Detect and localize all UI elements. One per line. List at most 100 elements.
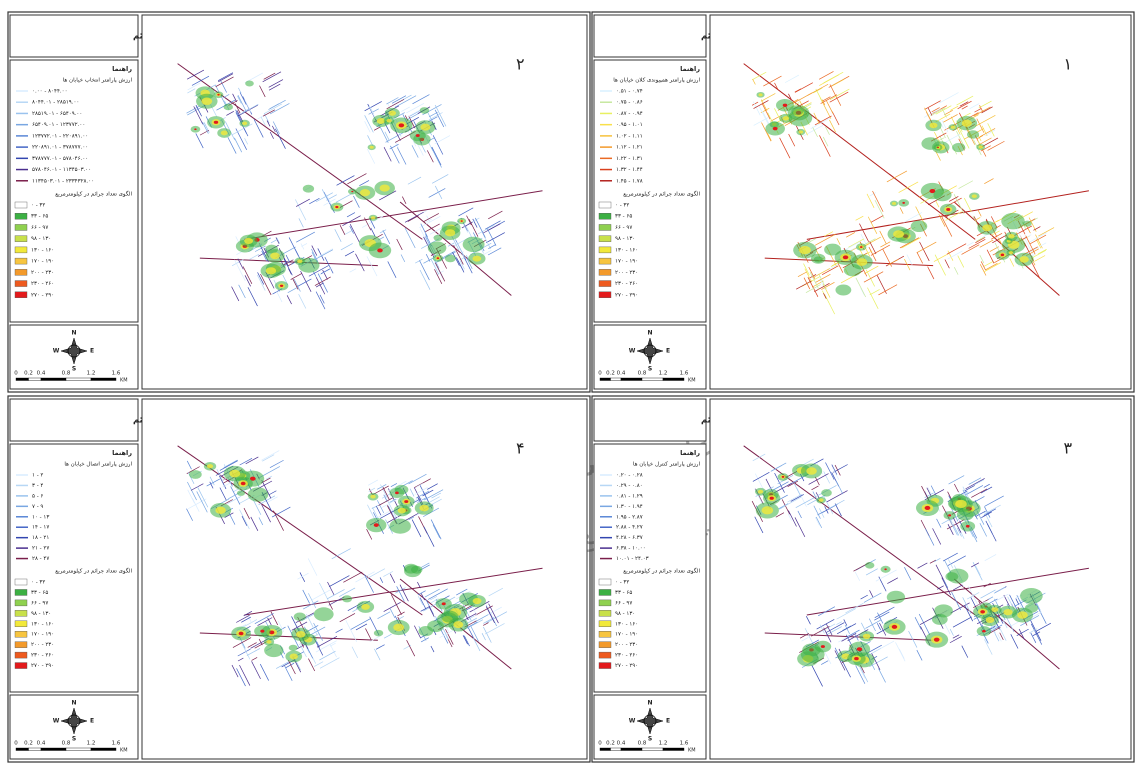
scale-label: 0 xyxy=(14,371,18,377)
title-box xyxy=(594,15,706,57)
hotspot-peak xyxy=(404,500,408,503)
crime-class-label: ۳۳ - ۶۵ xyxy=(31,590,48,596)
crime-class-label: ۲۷۰ - ۲۹۰ xyxy=(31,292,54,298)
hotspot-core xyxy=(962,120,972,127)
crime-class-label: ۲۰۰ - ۲۳۰ xyxy=(615,270,638,276)
scale-label: 1.6 xyxy=(112,741,121,747)
hotspot-core xyxy=(244,238,253,244)
crime-symbol xyxy=(15,663,27,669)
scale-segment xyxy=(600,378,611,381)
hotspot xyxy=(835,284,851,295)
street-class-label: ۰.۸۷ - ۰.۹۴ xyxy=(616,111,643,117)
crime-symbol xyxy=(599,213,611,219)
hotspot-peak xyxy=(843,255,848,259)
scale-label: 1.2 xyxy=(659,741,668,747)
hotspot-core xyxy=(207,464,213,468)
crime-class-label: ۲۷۰ - ۲۹۰ xyxy=(615,663,638,669)
legend-heading: راهنما xyxy=(112,449,132,457)
street-class-label: ۱۲۳۷۷۲.۰۱ - ۲۲۰۸۹۱.۰۰ xyxy=(32,133,88,139)
hotspot-core xyxy=(982,224,992,231)
hotspot-core xyxy=(266,640,271,644)
crime-symbol xyxy=(599,642,611,648)
crime-symbol xyxy=(599,292,611,298)
scale-label: 1.2 xyxy=(87,741,96,747)
hotspot xyxy=(887,591,905,604)
hotspot-core xyxy=(290,654,298,660)
crime-symbol xyxy=(599,621,611,627)
legend-heading: راهنما xyxy=(680,449,700,457)
crime-class-label: ۱۷۰ - ۱۹۰ xyxy=(31,259,54,265)
hotspot-core xyxy=(799,246,811,254)
hotspot-peak xyxy=(399,123,405,127)
hotspot-core xyxy=(393,624,404,632)
hotspot-core xyxy=(819,499,824,502)
hotspot-core xyxy=(799,130,803,133)
hotspot-peak xyxy=(948,514,951,516)
crime-class-label: ۲۳۰ - ۲۶۰ xyxy=(31,653,54,659)
scale-label: 0.4 xyxy=(617,741,626,747)
street-class-label: ۶۵۴۰۹.۰۱ - ۱۲۳۷۷۲.۰۰ xyxy=(32,122,85,128)
compass-w: W xyxy=(629,348,636,355)
crime-class-label: ۲۷۰ - ۲۹۰ xyxy=(31,663,54,669)
scale-segment xyxy=(66,378,91,381)
street-legend-title: ارزش پارامتر همپیوندی کلان خیابان ها xyxy=(613,77,700,84)
compass-s: S xyxy=(72,736,76,743)
hotspot-peak xyxy=(374,523,379,527)
map-figure: پژوهشگاه علوم انسانی و مطالعات فرهنگیپرت… xyxy=(0,0,1136,763)
crime-symbol xyxy=(15,621,27,627)
crime-class-label: ۹۸ - ۱۳۰ xyxy=(31,236,51,242)
scale-unit: KM xyxy=(688,748,696,754)
hotspot-core xyxy=(1008,234,1014,239)
legend-heading: راهنما xyxy=(112,65,132,73)
hotspot xyxy=(314,607,334,621)
crime-symbol xyxy=(599,269,611,275)
street-class-label: ۰.۲۰ - ۰.۲۸ xyxy=(616,473,643,479)
street-class-label: ۰.۸۱ - ۱.۲۹ xyxy=(616,493,643,499)
crime-symbol xyxy=(15,224,27,230)
street-legend-title: ارزش پارامتر انتخاب خیابان ها xyxy=(63,78,133,84)
hotspot xyxy=(303,185,314,193)
street-class-label: ۳۷۸۷۷۷.۰۱ - ۵۷۸۰۴۶.۰۰ xyxy=(32,156,88,162)
street-class-label: ۱.۳۰ - ۱.۹۴ xyxy=(616,504,643,510)
hotspot-peak xyxy=(783,104,787,107)
scale-unit: KM xyxy=(120,378,128,384)
hotspot-core xyxy=(955,500,967,508)
map-panel: نقشه پارامتر کنترل و جرائمراهنماارزش پار… xyxy=(592,396,1134,762)
street-class-label: ۱۱۳۴۵۰۳.۰۱ - ۲۳۳۴۳۲۸.۰۰ xyxy=(32,178,94,184)
street-class-label: ۲۱ - ۲۷ xyxy=(32,546,49,552)
crime-symbol xyxy=(599,224,611,230)
crime-class-label: ۱۷۰ - ۱۹۰ xyxy=(615,259,638,265)
street-class-label: ۶.۳۸ - ۱۰.۰۰ xyxy=(616,546,646,552)
hotspot-core xyxy=(270,252,280,259)
hotspot-peak xyxy=(980,610,985,613)
hotspot xyxy=(1020,588,1043,604)
hotspot-peak xyxy=(966,525,970,528)
scale-segment xyxy=(16,378,29,381)
scale-label: 0.4 xyxy=(37,371,46,377)
compass-e: E xyxy=(90,348,94,355)
hotspot-peak xyxy=(395,492,399,495)
street-class-label: ۱۰ - ۱۳ xyxy=(32,514,49,520)
hotspot-core xyxy=(221,131,228,136)
scale-segment xyxy=(663,748,684,751)
crime-class-label: ۱۳۰ - ۱۶۰ xyxy=(615,247,638,253)
hotspot-core xyxy=(297,259,302,263)
hotspot-core xyxy=(893,230,904,238)
crime-symbol xyxy=(15,610,27,616)
crime-symbol xyxy=(599,579,611,585)
street-class-label: ۱ - ۲ xyxy=(32,473,43,479)
street-class-label: ۱۰.۰۱ - ۲۴.۰۳ xyxy=(616,556,649,562)
hotspot-core xyxy=(806,467,817,474)
map-panel: نقشه پارامتر همپیوندی کلان و جرائمراهنما… xyxy=(592,12,1134,392)
hotspot-core xyxy=(951,126,956,129)
crime-symbol xyxy=(599,600,611,606)
title-box xyxy=(10,15,138,57)
hotspot-peak xyxy=(884,568,887,570)
hotspot-core xyxy=(1017,611,1028,618)
hotspot-peak xyxy=(857,647,862,651)
scale-segment xyxy=(41,378,66,381)
hotspot-core xyxy=(453,621,463,628)
street-class-label: ۰.۷۵ - ۰.۸۶ xyxy=(616,100,643,106)
street-class-label: ۸۰۴۴.۰۱ - ۲۸۵۱۹.۰۰ xyxy=(32,100,79,106)
street-class-label: ۰.۲۹ - ۰.۸۰ xyxy=(616,483,643,489)
